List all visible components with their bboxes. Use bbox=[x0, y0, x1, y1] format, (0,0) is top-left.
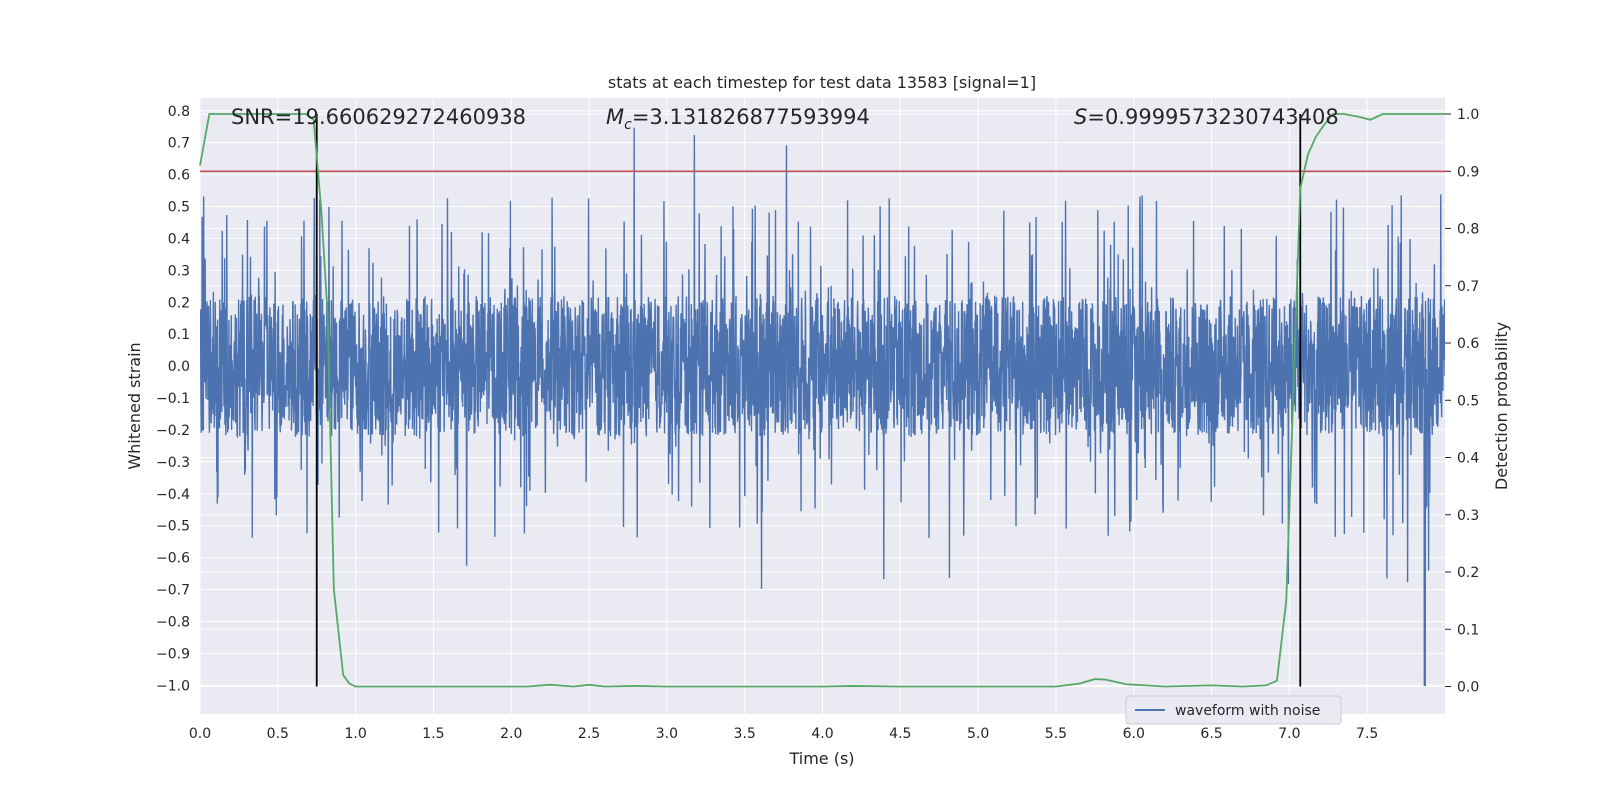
y2-tick-label: 0.5 bbox=[1457, 393, 1479, 409]
y2-tick-label: 1.0 bbox=[1457, 107, 1479, 123]
y-tick-label: 0.8 bbox=[168, 104, 190, 120]
y-tick-label: 0.3 bbox=[168, 263, 190, 279]
y2-axis-label: Detection probability bbox=[1492, 322, 1511, 490]
score-annotation: S=0.9999573230743408 bbox=[1074, 105, 1339, 129]
y-tick-label: 0.6 bbox=[168, 168, 190, 184]
y-tick-label: −0.5 bbox=[156, 519, 190, 535]
x-tick-label: 0.5 bbox=[267, 726, 289, 742]
y-tick-label: −0.1 bbox=[156, 391, 190, 407]
chirp-mass-subscript: c bbox=[624, 117, 632, 133]
x-tick-label: 5.5 bbox=[1045, 726, 1067, 742]
score-value: =0.9999573230743408 bbox=[1087, 105, 1338, 129]
y2-tick-label: 0.7 bbox=[1457, 279, 1479, 295]
y-tick-label: 0.0 bbox=[168, 359, 190, 375]
y-axis-label: Whitened strain bbox=[125, 342, 144, 469]
y-tick-label: −0.6 bbox=[156, 551, 190, 567]
y2-tick-label: 0.1 bbox=[1457, 622, 1479, 638]
data-layer bbox=[200, 127, 1445, 686]
y2-tick-label: 0.2 bbox=[1457, 565, 1479, 581]
chart-title: stats at each timestep for test data 135… bbox=[608, 73, 1036, 92]
chirp-mass-value: =3.131826877593994 bbox=[632, 105, 870, 129]
chirp-mass-symbol: M bbox=[606, 105, 624, 129]
y-tick-label: −0.3 bbox=[156, 455, 190, 471]
x-tick-label: 3.5 bbox=[734, 726, 756, 742]
x-tick-label: 2.5 bbox=[578, 726, 600, 742]
waveform-series-line bbox=[200, 127, 1445, 686]
y-tick-label: 0.7 bbox=[168, 136, 190, 152]
y2-tick-label: 0.4 bbox=[1457, 451, 1479, 467]
y-tick-label: 0.2 bbox=[168, 295, 190, 311]
y-tick-label: −0.4 bbox=[156, 487, 190, 503]
x-tick-label: 1.5 bbox=[422, 726, 444, 742]
x-tick-label: 1.0 bbox=[344, 726, 366, 742]
y-tick-label: −0.8 bbox=[156, 614, 190, 630]
x-tick-label: 3.0 bbox=[656, 726, 678, 742]
y-tick-label: −0.7 bbox=[156, 583, 190, 599]
x-tick-label: 7.0 bbox=[1278, 726, 1300, 742]
y2-tick-label: 0.8 bbox=[1457, 222, 1479, 238]
snr-annotation: SNR=19.660629272460938 bbox=[231, 105, 526, 129]
legend: waveform with noise bbox=[1125, 695, 1342, 725]
y-tick-label: −1.0 bbox=[156, 678, 190, 694]
y-tick-label: −0.2 bbox=[156, 423, 190, 439]
y-tick-label: 0.1 bbox=[168, 327, 190, 343]
x-tick-label: 6.0 bbox=[1123, 726, 1145, 742]
axis-layer: 0.0 0.5 1.0 1.5 2.0 2.5 3.0 3.5 4.0 4.5 5.0 5.5 6.0 6… bbox=[156, 104, 1479, 742]
y-tick-label: 0.5 bbox=[168, 200, 190, 216]
x-tick-label: 4.5 bbox=[889, 726, 911, 742]
y2-tick-label: 0.6 bbox=[1457, 336, 1479, 352]
score-symbol: S bbox=[1074, 105, 1087, 129]
x-tick-label: 6.5 bbox=[1200, 726, 1222, 742]
x-tick-label: 7.5 bbox=[1356, 726, 1378, 742]
y2-tick-label: 0.0 bbox=[1457, 680, 1479, 696]
y2-tick-label: 0.3 bbox=[1457, 508, 1479, 524]
detection-probability-line bbox=[199, 113, 1445, 688]
y2-tick-label: 0.9 bbox=[1457, 164, 1479, 180]
chirp-mass-annotation: Mc=3.131826877593994 bbox=[606, 105, 870, 133]
x-tick-label: 2.0 bbox=[500, 726, 522, 742]
legend-box bbox=[1125, 695, 1342, 725]
marker-layer bbox=[199, 113, 1445, 688]
x-axis-label: Time (s) bbox=[788, 749, 854, 768]
x-tick-label: 0.0 bbox=[189, 726, 211, 742]
y-tick-label: 0.4 bbox=[168, 231, 190, 247]
legend-entry-waveform: waveform with noise bbox=[1175, 703, 1320, 719]
y-tick-label: −0.9 bbox=[156, 646, 190, 662]
x-tick-label: 4.0 bbox=[811, 726, 833, 742]
x-tick-label: 5.0 bbox=[967, 726, 989, 742]
